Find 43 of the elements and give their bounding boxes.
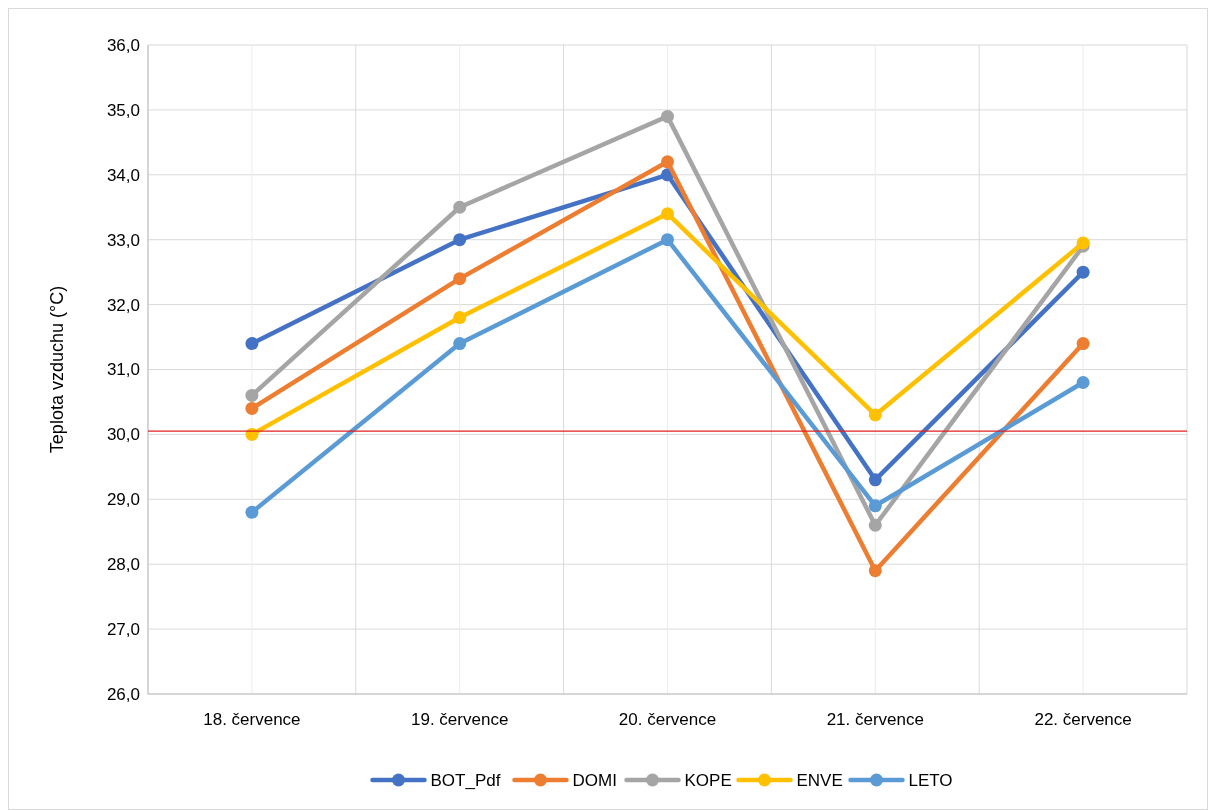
legend-label: BOT_Pdf <box>430 770 501 790</box>
point <box>868 473 882 487</box>
y-tick-label: 33,0 <box>106 230 140 250</box>
point <box>661 207 674 221</box>
point <box>868 408 882 422</box>
y-tick-label: 32,0 <box>106 295 140 315</box>
point <box>453 337 467 351</box>
point <box>868 564 882 578</box>
point <box>245 505 259 519</box>
y-tick-label: 35,0 <box>106 100 140 120</box>
legend-label: KOPE <box>684 770 732 790</box>
y-tick-label: 31,0 <box>106 360 140 380</box>
point <box>868 518 882 532</box>
point <box>453 200 467 214</box>
point <box>453 272 467 286</box>
y-tick-label: 30,0 <box>106 425 140 445</box>
point <box>245 401 259 415</box>
y-tick-label: 26,0 <box>106 684 140 704</box>
x-tick-label: 19. července <box>411 710 509 729</box>
legend-label: ENVE <box>796 770 843 790</box>
point <box>245 388 259 402</box>
legend-label: DOMI <box>572 770 617 790</box>
point <box>245 337 259 351</box>
point <box>453 311 467 325</box>
point <box>661 233 674 247</box>
point <box>1076 337 1090 351</box>
y-tick-label: 27,0 <box>106 620 140 640</box>
x-tick-label: 21. července <box>826 710 924 729</box>
y-tick-label: 34,0 <box>106 165 140 185</box>
point <box>1076 375 1090 389</box>
point <box>868 499 882 513</box>
point <box>1076 265 1090 279</box>
x-tick-label: 22. července <box>1034 710 1132 729</box>
legend-label: LETO <box>908 770 953 790</box>
y-tick-label: 29,0 <box>106 490 140 510</box>
x-tick-label: 20. července <box>618 710 717 729</box>
y-tick-label: 36,0 <box>106 35 140 55</box>
point <box>661 109 674 123</box>
y-axis-title: Teplota vzduchu (°C) <box>47 285 67 454</box>
x-tick-label: 18. července <box>203 710 301 729</box>
point <box>661 155 674 169</box>
point <box>453 233 467 247</box>
y-tick-label: 28,0 <box>106 555 140 575</box>
